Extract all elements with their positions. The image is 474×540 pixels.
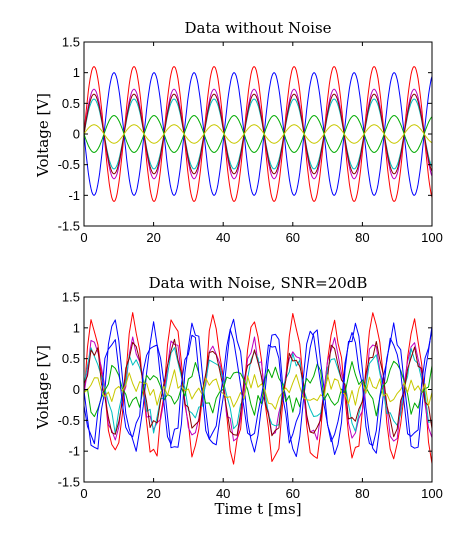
x-tick-label: 0 (80, 230, 87, 245)
x-tick-label: 60 (286, 230, 300, 245)
x-tick-label: 20 (146, 230, 160, 245)
y-tick-label: 1 (73, 320, 80, 335)
chart-top: Data without Noise Voltage [V] 0 20 40 60 80… (34, 19, 443, 245)
x-tick-label: 100 (421, 486, 443, 501)
y-tick-label: 1.5 (62, 35, 80, 50)
y-tick-label: 0 (73, 127, 80, 142)
series-line-0 (83, 66, 433, 202)
x-tick-label: 0 (80, 486, 87, 501)
y-tick-label: 1.5 (62, 290, 80, 305)
x-tick-label: 100 (421, 230, 443, 245)
y-tick-label: -1 (68, 444, 80, 459)
series-line-1 (83, 72, 433, 196)
y-tick-label: -1.5 (58, 219, 80, 234)
y-tick-label: -0.5 (58, 157, 80, 172)
series-line-6 (83, 124, 433, 144)
x-tick-label: 80 (355, 486, 369, 501)
y-tick-label: 0.5 (62, 351, 80, 366)
chart-bottom: Data with Noise, SNR=20dB Voltage [V] Ti… (34, 274, 443, 518)
x-tick-label: 40 (216, 486, 230, 501)
chart-title-bottom: Data with Noise, SNR=20dB (149, 274, 368, 292)
chart-title-top: Data without Noise (184, 19, 331, 37)
series-line-1 (83, 318, 433, 458)
y-tick-label: -1 (68, 188, 80, 203)
y-tick-label: -1.5 (58, 475, 80, 490)
y-tick-label: 0 (73, 382, 80, 397)
x-tick-label: 20 (146, 486, 160, 501)
y-tick-label: -0.5 (58, 413, 80, 428)
x-tick-label: 40 (216, 230, 230, 245)
y-tick-label: 0.5 (62, 96, 80, 111)
series-line-4 (83, 338, 433, 438)
y-tick-label: 1 (73, 65, 80, 80)
series-line-5 (83, 360, 433, 418)
series-line-4 (83, 93, 433, 175)
y-axis-label-bottom: Voltage [V] (34, 345, 52, 430)
series-line-5 (83, 115, 433, 153)
series-line-7 (83, 328, 433, 447)
x-axis-label-bottom: Time t [ms] (214, 500, 301, 518)
y-axis-label-top: Voltage [V] (34, 93, 52, 178)
plot-area (83, 296, 433, 483)
x-tick-label: 80 (355, 230, 369, 245)
x-tick-label: 60 (286, 486, 300, 501)
